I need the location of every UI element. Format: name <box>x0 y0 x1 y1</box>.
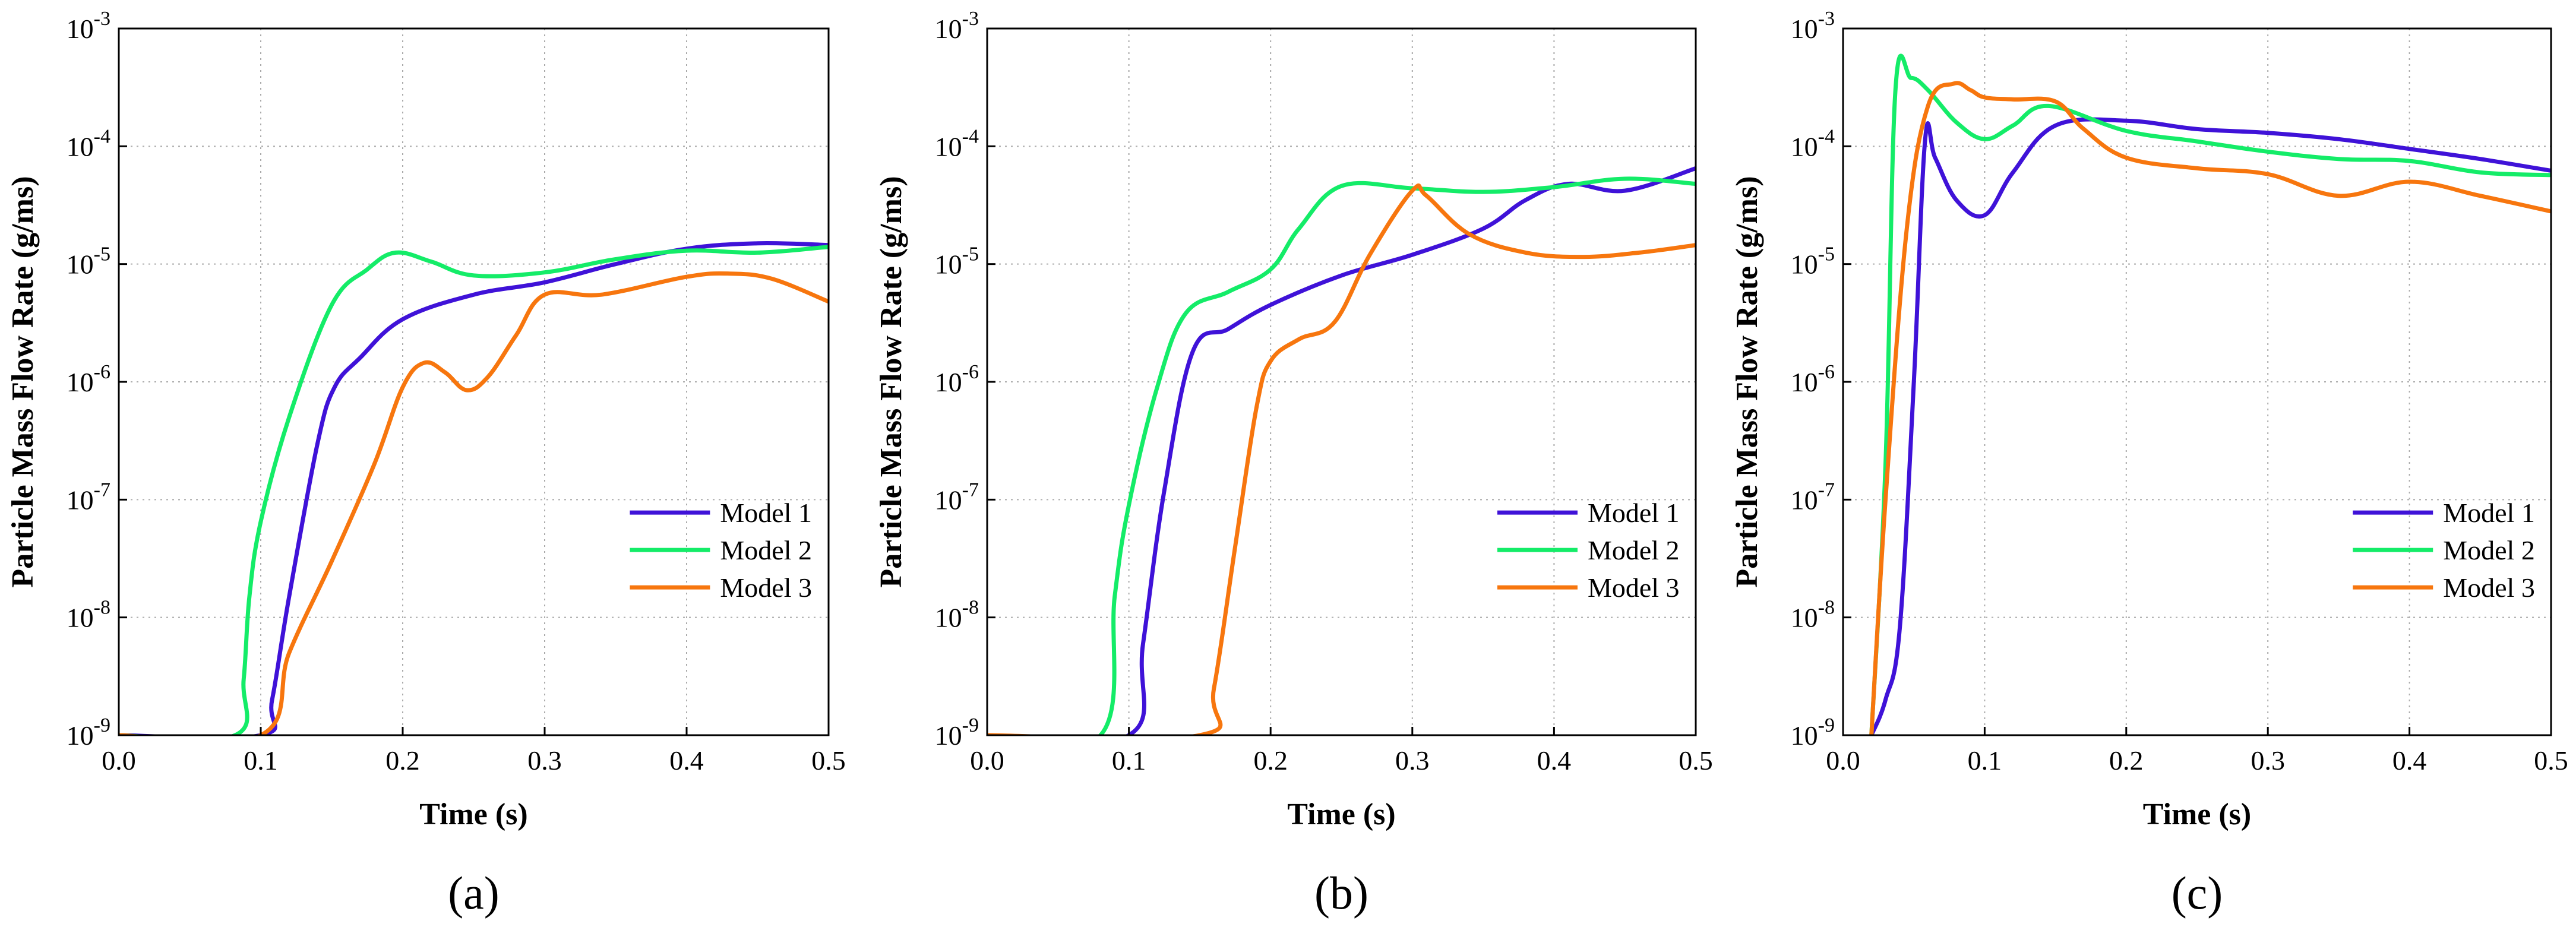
plot-frame <box>1842 27 2552 736</box>
series-line-model-1 <box>1869 117 2551 735</box>
legend-label: Model 1 <box>720 498 812 528</box>
series-line-model-1 <box>987 166 1696 735</box>
legend-label: Model 3 <box>2443 572 2535 603</box>
legend: Model 1 Model 2 Model 3 <box>2353 498 2535 603</box>
y-tick-label: 10-3 <box>935 8 979 44</box>
x-axis-label: Time (s) <box>1287 798 1395 831</box>
x-tick-label: 0.4 <box>2392 745 2427 776</box>
x-tick-label: 0.2 <box>385 745 420 776</box>
legend: Model 1 Model 2 Model 3 <box>1497 498 1680 603</box>
panel-label: (c) <box>2172 867 2223 919</box>
y-tick-label: 10-4 <box>1791 125 1835 162</box>
legend-label: Model 3 <box>1588 572 1680 603</box>
x-tick-label: 0.0 <box>1826 745 1860 776</box>
legend-label: Model 2 <box>1588 535 1680 565</box>
plot-frame <box>118 27 830 736</box>
legend-label: Model 2 <box>720 535 812 565</box>
x-tick-label: 0.4 <box>1537 745 1572 776</box>
panel-label: (a) <box>448 867 500 919</box>
chart-panel: 0.0 0.1 0.2 0.3 0.4 0.5 10-9 10-8 10-7 10-6 10-5 10… <box>874 8 1713 919</box>
series-line-model-1 <box>119 241 829 735</box>
x-tick-label: 0.4 <box>669 745 704 776</box>
chart-panel: 0.0 0.1 0.2 0.3 0.4 0.5 10-9 10-8 10-7 10-6 10-5 10… <box>1730 8 2568 919</box>
x-tick-label: 0.5 <box>1679 745 1713 776</box>
y-tick-label: 10-4 <box>935 125 979 162</box>
x-tick-label: 0.0 <box>970 745 1004 776</box>
x-tick-label: 0.2 <box>2109 745 2144 776</box>
panel-label: (b) <box>1314 867 1368 919</box>
y-tick-label: 10-9 <box>1791 714 1835 751</box>
y-tick-label: 10-7 <box>935 479 979 515</box>
y-tick-label: 10-5 <box>67 243 110 280</box>
x-tick-label: 0.3 <box>1395 745 1430 776</box>
y-tick-label: 10-7 <box>1791 479 1835 515</box>
y-tick-label: 10-3 <box>67 8 110 44</box>
x-tick-label: 0.1 <box>244 745 278 776</box>
x-tick-label: 0.3 <box>2251 745 2285 776</box>
legend: Model 1 Model 2 Model 3 <box>630 498 812 603</box>
legend-label: Model 3 <box>720 572 812 603</box>
legend-label: Model 2 <box>2443 535 2535 565</box>
x-tick-label: 0.1 <box>1968 745 2002 776</box>
x-tick-label: 0.3 <box>527 745 562 776</box>
x-tick-label: 0.0 <box>102 745 136 776</box>
y-tick-label: 10-6 <box>1791 361 1835 397</box>
legend-label: Model 1 <box>1588 498 1680 528</box>
series-line-model-2 <box>119 245 829 735</box>
plot-frame <box>986 27 1697 736</box>
y-tick-label: 10-5 <box>935 243 979 280</box>
y-tick-label: 10-8 <box>935 597 979 633</box>
series-line-model-3 <box>119 271 829 735</box>
y-axis-label: Particle Mass Flow Rate (g/ms) <box>874 176 908 587</box>
y-tick-label: 10-9 <box>67 714 110 751</box>
y-tick-label: 10-6 <box>67 361 110 397</box>
series-line-model-2 <box>1869 53 2551 735</box>
y-tick-label: 10-8 <box>67 597 110 633</box>
series-line-model-2 <box>987 176 1696 735</box>
series-line-model-3 <box>1869 81 2551 735</box>
y-tick-label: 10-9 <box>935 714 979 751</box>
y-axis-label: Particle Mass Flow Rate (g/ms) <box>1730 176 1764 587</box>
x-tick-label: 0.1 <box>1112 745 1146 776</box>
y-tick-label: 10-8 <box>1791 597 1835 633</box>
x-axis-label: Time (s) <box>2143 798 2251 831</box>
x-axis-label: Time (s) <box>419 798 527 831</box>
y-tick-label: 10-5 <box>1791 243 1835 280</box>
legend-label: Model 1 <box>2443 498 2535 528</box>
y-axis-label: Particle Mass Flow Rate (g/ms) <box>6 176 40 587</box>
y-tick-label: 10-6 <box>935 361 979 397</box>
chart-panel: 0.0 0.1 0.2 0.3 0.4 0.5 10-9 10-8 10-7 10-6 10-5 10… <box>6 8 846 919</box>
x-tick-label: 0.2 <box>1253 745 1288 776</box>
x-tick-label: 0.5 <box>2534 745 2568 776</box>
x-tick-label: 0.5 <box>811 745 846 776</box>
series-line-model-3 <box>987 183 1696 735</box>
y-tick-label: 10-7 <box>67 479 110 515</box>
y-tick-label: 10-3 <box>1791 8 1835 44</box>
y-tick-label: 10-4 <box>67 125 110 162</box>
